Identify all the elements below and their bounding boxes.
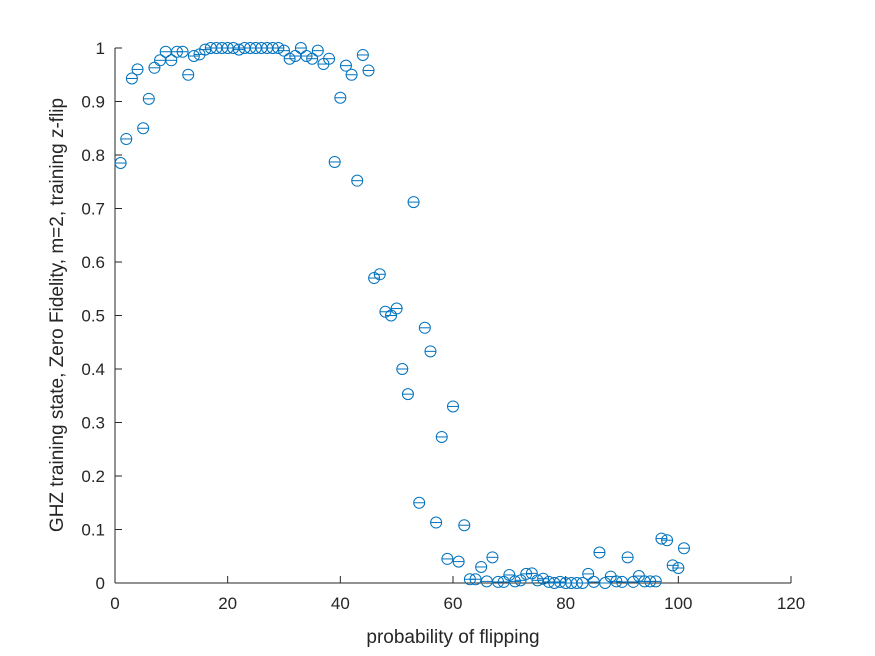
y-tick-label: 0.4 bbox=[81, 360, 105, 379]
data-point bbox=[334, 91, 347, 104]
data-point bbox=[649, 575, 662, 588]
data-point bbox=[582, 567, 595, 580]
data-point bbox=[537, 572, 550, 585]
data-point bbox=[278, 44, 290, 57]
data-point bbox=[452, 555, 465, 568]
data-point bbox=[328, 155, 341, 168]
y-tick-label: 0.8 bbox=[81, 146, 105, 165]
y-tick-label: 0.7 bbox=[81, 200, 105, 219]
data-point bbox=[401, 388, 414, 401]
x-tick-label: 0 bbox=[110, 594, 119, 613]
data-point bbox=[593, 546, 606, 559]
y-tick-label: 0.1 bbox=[81, 521, 105, 540]
data-point bbox=[300, 50, 313, 63]
data-point bbox=[661, 534, 674, 547]
data-point bbox=[114, 157, 127, 170]
data-point bbox=[306, 52, 319, 65]
data-point bbox=[182, 68, 195, 81]
data-point bbox=[441, 552, 454, 565]
data-point bbox=[272, 42, 285, 54]
data-point bbox=[323, 52, 336, 65]
y-axis-label: GHZ training state, Zero Fidelity, m=2, … bbox=[47, 98, 68, 532]
data-point bbox=[356, 48, 369, 61]
y-tick-label: 0 bbox=[96, 574, 105, 593]
data-point bbox=[413, 496, 426, 509]
data-point bbox=[447, 400, 459, 413]
data-point bbox=[283, 52, 296, 65]
x-tick-label: 120 bbox=[777, 594, 805, 613]
data-point bbox=[339, 59, 352, 72]
x-tick-label: 40 bbox=[331, 594, 350, 613]
data-point bbox=[677, 542, 690, 555]
x-tick-label: 80 bbox=[556, 594, 575, 613]
data-point bbox=[176, 45, 189, 58]
x-tick-label: 100 bbox=[664, 594, 692, 613]
data-point bbox=[120, 132, 133, 145]
data-point bbox=[475, 560, 488, 573]
x-tick-label: 60 bbox=[444, 594, 463, 613]
data-point bbox=[672, 562, 685, 575]
data-point bbox=[458, 519, 471, 532]
data-point bbox=[435, 430, 448, 443]
data-point bbox=[142, 92, 155, 105]
data-point bbox=[396, 363, 409, 375]
data-point bbox=[407, 196, 420, 209]
y-tick-label: 0.2 bbox=[81, 467, 105, 486]
y-axis-ticks: 0 0.1 0.2 0.3 0.4 0.5 0.6 0.7 0.8 0.9 1 bbox=[81, 39, 122, 593]
data-point bbox=[345, 68, 358, 81]
data-point bbox=[125, 72, 138, 85]
y-tick-label: 0.6 bbox=[81, 253, 105, 272]
data-point bbox=[131, 63, 144, 76]
y-tick-label: 0.5 bbox=[81, 307, 105, 326]
data-point bbox=[621, 551, 634, 564]
data-markers bbox=[114, 42, 690, 589]
data-point bbox=[486, 551, 499, 564]
data-point bbox=[294, 42, 307, 54]
x-tick-label: 20 bbox=[218, 594, 237, 613]
data-point bbox=[351, 174, 364, 187]
data-point bbox=[373, 268, 386, 281]
y-tick-label: 0.9 bbox=[81, 93, 105, 112]
data-point bbox=[362, 64, 375, 77]
data-point bbox=[137, 122, 150, 135]
y-tick-label: 0.3 bbox=[81, 414, 105, 433]
data-point bbox=[424, 345, 437, 358]
data-point bbox=[666, 559, 679, 572]
data-point bbox=[165, 54, 178, 67]
data-point bbox=[418, 321, 431, 334]
data-point bbox=[390, 302, 403, 315]
x-axis-ticks: 0 20 40 60 80 100 120 bbox=[110, 576, 805, 613]
x-axis-label: probability of flipping bbox=[366, 627, 539, 648]
data-point bbox=[469, 573, 482, 586]
data-point bbox=[430, 516, 443, 529]
data-point bbox=[311, 44, 324, 57]
y-tick-label: 1 bbox=[96, 39, 105, 58]
